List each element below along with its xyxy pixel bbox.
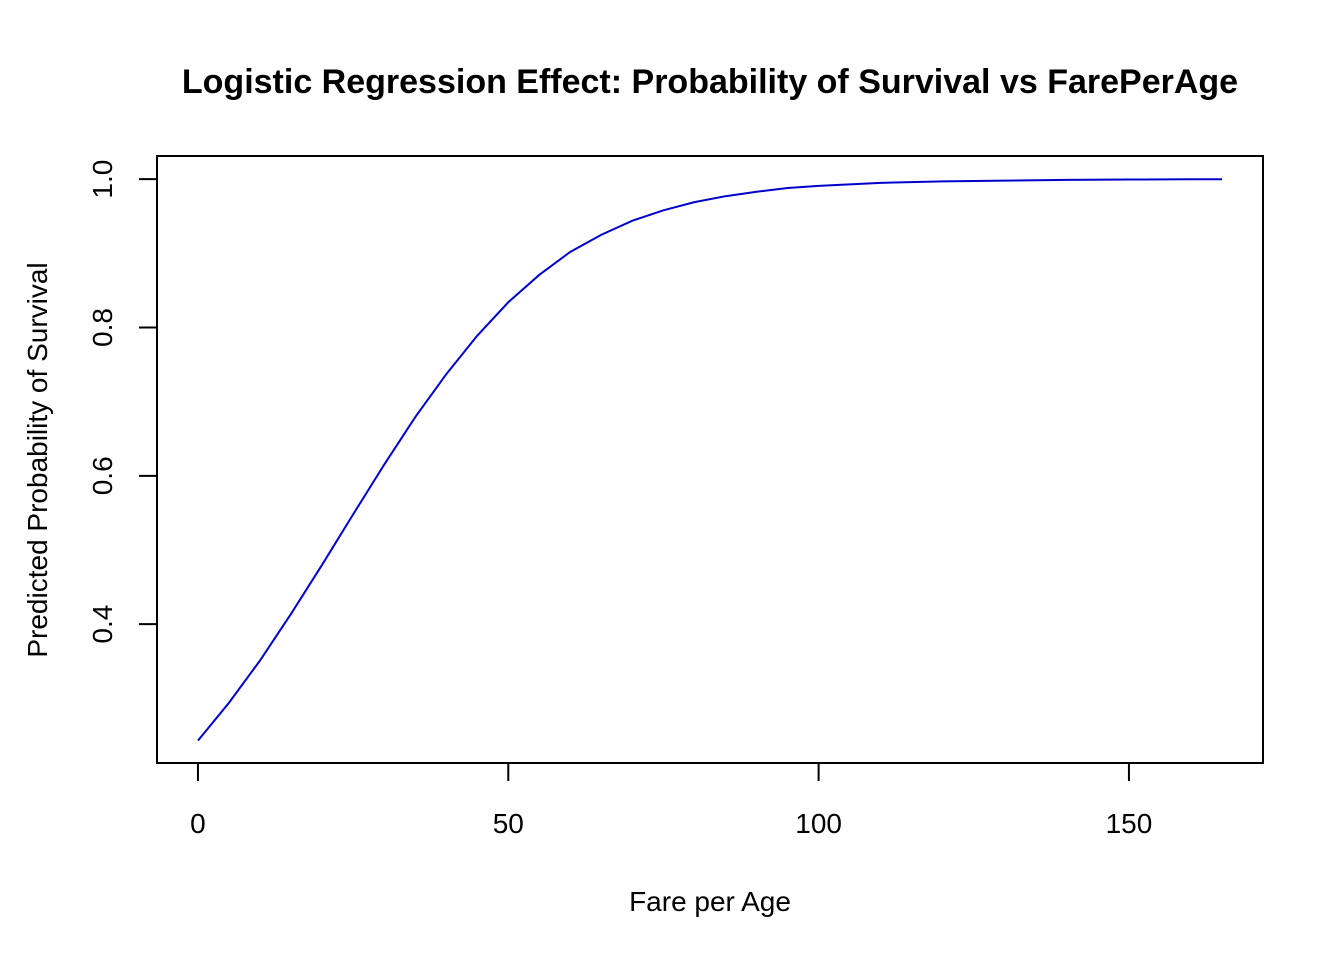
x-tick-label: 100 xyxy=(795,808,842,839)
y-tick-label: 0.4 xyxy=(87,605,118,644)
series-line xyxy=(197,178,1223,742)
y-tick-label: 1.0 xyxy=(87,160,118,199)
series-layer xyxy=(197,178,1223,742)
y-axis: 0.4 0.6 0.8 1.0 xyxy=(87,160,158,644)
x-tick-label: 150 xyxy=(1106,808,1153,839)
x-axis-label: Fare per Age xyxy=(629,886,791,917)
y-tick-label: 0.6 xyxy=(87,456,118,495)
x-tick-label: 50 xyxy=(493,808,524,839)
y-axis-label: Predicted Probability of Survival xyxy=(22,262,53,657)
x-tick-label: 0 xyxy=(190,808,206,839)
y-tick-label: 0.8 xyxy=(87,308,118,347)
x-axis: 0 50 100 150 xyxy=(190,762,1153,839)
chart-title: Logistic Regression Effect: Probability … xyxy=(182,63,1238,101)
plot-frame xyxy=(156,155,1264,764)
